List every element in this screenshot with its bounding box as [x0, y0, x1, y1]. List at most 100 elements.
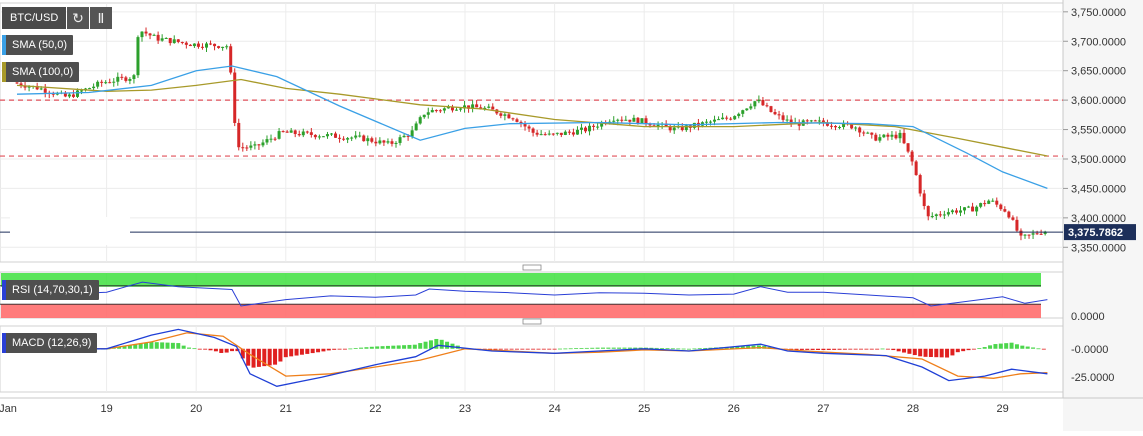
candle-body	[71, 94, 75, 97]
candle-body	[156, 34, 160, 41]
candle-body	[75, 90, 79, 97]
macd-histogram-bar	[590, 347, 595, 349]
rsi-label-text: RSI (14,70,30,1)	[12, 284, 93, 296]
candle-body	[1039, 233, 1043, 235]
macd-histogram-bar	[396, 345, 401, 349]
candle-body	[777, 114, 781, 116]
macd-histogram-bar	[837, 348, 842, 350]
rsi-label[interactable]: RSI (14,70,30,1)	[2, 280, 99, 300]
candle-body	[164, 37, 168, 39]
candle-body	[378, 140, 382, 144]
sma50-label[interactable]: SMA (50,0)	[2, 35, 74, 55]
macd-histogram-bar	[181, 345, 186, 349]
candle-body	[446, 107, 450, 109]
sma50-color-swatch	[2, 35, 6, 55]
candle-body	[152, 34, 156, 36]
candle-body	[930, 216, 934, 218]
candle-body	[922, 193, 926, 207]
candle-body	[886, 134, 890, 137]
candle-body	[471, 104, 475, 109]
macd-histogram-bar	[246, 348, 251, 366]
candle-body	[1015, 219, 1019, 231]
candle-body	[721, 117, 725, 120]
candle-body	[414, 123, 418, 131]
macd-histogram-bar	[627, 347, 632, 349]
candle-body	[277, 131, 281, 139]
macd-histogram-bar	[966, 348, 971, 351]
candle-body	[499, 113, 503, 116]
panel-resize-handle[interactable]	[522, 318, 542, 325]
candle-body	[406, 135, 410, 137]
candle-body	[358, 135, 362, 137]
macd-histogram-bar	[622, 347, 627, 349]
macd-histogram-bar	[541, 348, 546, 350]
macd-histogram-bar	[1031, 347, 1036, 349]
refresh-icon[interactable]: ↻	[67, 7, 89, 29]
candle-body	[592, 125, 596, 127]
macd-histogram-bar	[1025, 346, 1030, 349]
candle-body	[104, 82, 108, 84]
candle-body	[88, 88, 92, 90]
candle-body	[192, 43, 196, 47]
bar-chart-icon[interactable]: Ⅱ	[90, 7, 112, 29]
candle-body	[422, 114, 426, 118]
macd-histogram-bar	[670, 348, 675, 350]
price-tick-label: 3,550.0000	[1071, 125, 1126, 137]
candle-body	[640, 118, 644, 124]
macd-histogram-bar	[885, 348, 890, 350]
macd-histogram-bar	[638, 347, 643, 349]
macd-histogram-bar	[557, 348, 562, 350]
macd-histogram-bar	[799, 348, 804, 350]
candle-body	[325, 134, 329, 137]
time-tick-label: 28	[907, 403, 919, 415]
macd-histogram-bar	[643, 347, 648, 349]
macd-histogram-bar	[348, 348, 353, 350]
macd-histogram-bar	[595, 347, 600, 349]
time-tick-label: 26	[728, 403, 740, 415]
sma100-label[interactable]: SMA (100,0)	[2, 62, 80, 82]
candle-body	[704, 121, 708, 123]
candle-body	[321, 136, 325, 138]
candle-body	[374, 141, 378, 144]
candle-body	[906, 143, 910, 152]
macd-histogram-bar	[842, 348, 847, 350]
macd-label[interactable]: MACD (12,26,9)	[2, 333, 98, 353]
candle-body	[829, 125, 833, 127]
candle-body	[96, 81, 100, 87]
candle-body	[717, 119, 721, 121]
macd-histogram-bar	[568, 348, 573, 350]
macd-histogram-bar	[160, 342, 165, 349]
macd-histogram-bar	[498, 348, 503, 350]
candle-body	[1011, 217, 1015, 220]
macd-histogram-bar	[251, 348, 256, 368]
candle-body	[410, 130, 414, 137]
candle-body	[588, 125, 592, 132]
sma100-label-text: SMA (100,0)	[12, 66, 74, 78]
candle-body	[289, 130, 293, 133]
symbol-button[interactable]: BTC/USD	[2, 7, 66, 29]
macd-histogram-bar	[584, 347, 589, 349]
macd-histogram-bar	[127, 345, 132, 349]
candle-body	[725, 117, 729, 119]
time-tick-label: 27	[817, 403, 829, 415]
candle-body	[616, 119, 620, 121]
candle-body	[390, 141, 394, 144]
candle-body	[866, 132, 870, 134]
candle-body	[132, 75, 136, 80]
time-tick-label: 21	[280, 403, 292, 415]
macd-histogram-bar	[305, 348, 310, 354]
candle-body	[749, 106, 753, 109]
candle-body	[817, 120, 821, 122]
price-tick-label: 3,500.0000	[1071, 154, 1126, 166]
candle-body	[402, 135, 406, 138]
candle-body	[386, 141, 390, 143]
time-tick-label: 29	[996, 403, 1008, 415]
candle-body	[656, 124, 660, 127]
candle-body	[805, 120, 809, 122]
candle-body	[188, 44, 192, 47]
panel-resize-handle[interactable]	[522, 264, 542, 271]
macd-tick-label: -25.0000	[1071, 372, 1114, 384]
macd-histogram-bar	[240, 348, 245, 359]
candle-body	[918, 175, 922, 194]
macd-histogram-bar	[316, 348, 321, 353]
